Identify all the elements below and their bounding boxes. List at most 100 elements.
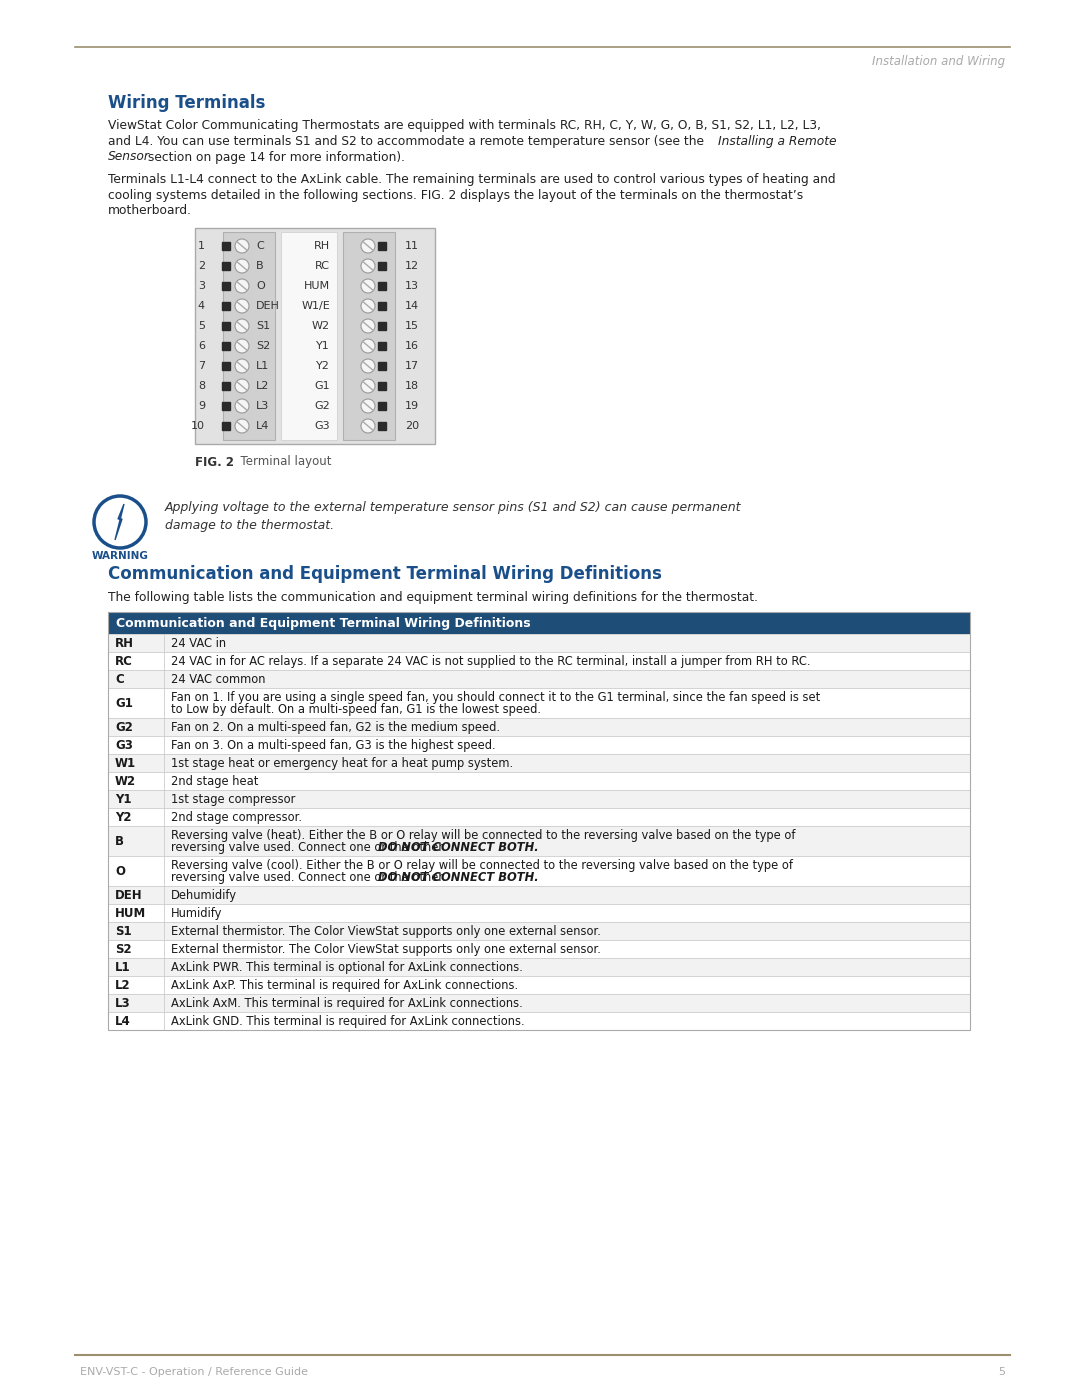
Text: G3: G3 bbox=[114, 739, 133, 752]
Text: 13: 13 bbox=[405, 281, 419, 291]
Text: S1: S1 bbox=[256, 321, 270, 331]
Text: Terminal layout: Terminal layout bbox=[233, 455, 332, 468]
Text: 4: 4 bbox=[198, 300, 205, 312]
Bar bbox=[108, 612, 970, 634]
Bar bbox=[222, 342, 230, 351]
Circle shape bbox=[235, 339, 249, 353]
Text: 2nd stage compressor.: 2nd stage compressor. bbox=[171, 812, 302, 824]
Bar bbox=[378, 321, 386, 330]
Text: reversing valve used. Connect one or the other.: reversing valve used. Connect one or the… bbox=[171, 872, 449, 884]
Text: AxLink AxM. This terminal is required for AxLink connections.: AxLink AxM. This terminal is required fo… bbox=[171, 997, 523, 1010]
Bar bbox=[378, 342, 386, 351]
Text: FIG. 2: FIG. 2 bbox=[195, 455, 234, 468]
Bar bbox=[108, 977, 970, 995]
Bar bbox=[108, 904, 970, 922]
Text: 12: 12 bbox=[405, 261, 419, 271]
Circle shape bbox=[361, 299, 375, 313]
Text: 11: 11 bbox=[405, 242, 419, 251]
Text: reversing valve used. Connect one or the other.: reversing valve used. Connect one or the… bbox=[171, 841, 449, 854]
Circle shape bbox=[361, 419, 375, 433]
Text: RH: RH bbox=[314, 242, 330, 251]
Text: RC: RC bbox=[315, 261, 330, 271]
Text: AxLink AxP. This terminal is required for AxLink connections.: AxLink AxP. This terminal is required fo… bbox=[171, 979, 518, 992]
Text: W2: W2 bbox=[312, 321, 330, 331]
Bar bbox=[222, 302, 230, 310]
Text: Y1: Y1 bbox=[114, 793, 132, 806]
Text: G3: G3 bbox=[314, 420, 330, 432]
Bar bbox=[108, 1011, 970, 1030]
Text: 6: 6 bbox=[198, 341, 205, 351]
Text: External thermistor. The Color ViewStat supports only one external sensor.: External thermistor. The Color ViewStat … bbox=[171, 925, 600, 937]
Text: ViewStat Color Communicating Thermostats are equipped with terminals RC, RH, C, : ViewStat Color Communicating Thermostats… bbox=[108, 119, 821, 131]
Circle shape bbox=[235, 239, 249, 253]
Text: RC: RC bbox=[114, 655, 133, 668]
Text: 7: 7 bbox=[198, 360, 205, 372]
Text: W1/E: W1/E bbox=[301, 300, 330, 312]
Bar bbox=[222, 282, 230, 291]
Text: Sensor: Sensor bbox=[108, 151, 150, 163]
Text: 18: 18 bbox=[405, 381, 419, 391]
Text: W1: W1 bbox=[114, 757, 136, 770]
Circle shape bbox=[361, 239, 375, 253]
Text: Applying voltage to the external temperature sensor pins (S1 and S2) can cause p: Applying voltage to the external tempera… bbox=[165, 502, 742, 514]
Text: Installation and Wiring: Installation and Wiring bbox=[872, 56, 1005, 68]
Bar bbox=[108, 886, 970, 904]
Bar bbox=[108, 958, 970, 977]
Text: cooling systems detailed in the following sections. FIG. 2 displays the layout o: cooling systems detailed in the followin… bbox=[108, 189, 804, 201]
Text: and L4. You can use terminals S1 and S2 to accommodate a remote temperature sens: and L4. You can use terminals S1 and S2 … bbox=[108, 134, 707, 148]
Circle shape bbox=[361, 258, 375, 272]
Text: 1st stage heat or emergency heat for a heat pump system.: 1st stage heat or emergency heat for a h… bbox=[171, 757, 513, 770]
Bar bbox=[108, 826, 970, 856]
Circle shape bbox=[235, 359, 249, 373]
Bar bbox=[108, 807, 970, 826]
Text: W2: W2 bbox=[114, 775, 136, 788]
Text: 16: 16 bbox=[405, 341, 419, 351]
Text: External thermistor. The Color ViewStat supports only one external sensor.: External thermistor. The Color ViewStat … bbox=[171, 943, 600, 956]
Text: G1: G1 bbox=[114, 697, 133, 710]
Circle shape bbox=[361, 400, 375, 414]
Circle shape bbox=[361, 279, 375, 293]
Text: Communication and Equipment Terminal Wiring Definitions: Communication and Equipment Terminal Wir… bbox=[108, 564, 662, 583]
Text: HUM: HUM bbox=[114, 907, 146, 921]
Bar bbox=[222, 402, 230, 409]
Text: 8: 8 bbox=[198, 381, 205, 391]
Text: 24 VAC common: 24 VAC common bbox=[171, 673, 266, 686]
Bar bbox=[108, 940, 970, 958]
Text: DO NOT CONNECT BOTH.: DO NOT CONNECT BOTH. bbox=[378, 872, 539, 884]
Text: 24 VAC in: 24 VAC in bbox=[171, 637, 226, 650]
Text: Communication and Equipment Terminal Wiring Definitions: Communication and Equipment Terminal Wir… bbox=[116, 617, 530, 630]
Text: L4: L4 bbox=[256, 420, 269, 432]
Text: AxLink GND. This terminal is required for AxLink connections.: AxLink GND. This terminal is required fo… bbox=[171, 1016, 525, 1028]
Circle shape bbox=[235, 400, 249, 414]
Text: to Low by default. On a multi-speed fan, G1 is the lowest speed.: to Low by default. On a multi-speed fan,… bbox=[171, 703, 541, 717]
Text: 17: 17 bbox=[405, 360, 419, 372]
Circle shape bbox=[361, 319, 375, 332]
Bar bbox=[378, 263, 386, 270]
Text: ENV-VST-C - Operation / Reference Guide: ENV-VST-C - Operation / Reference Guide bbox=[80, 1368, 308, 1377]
Text: Reversing valve (cool). Either the B or O relay will be connected to the reversi: Reversing valve (cool). Either the B or … bbox=[171, 859, 793, 872]
Bar bbox=[222, 232, 275, 440]
Text: motherboard.: motherboard. bbox=[108, 204, 192, 218]
Text: damage to the thermostat.: damage to the thermostat. bbox=[165, 520, 334, 532]
Bar bbox=[108, 789, 970, 807]
Text: 5: 5 bbox=[198, 321, 205, 331]
Text: B: B bbox=[256, 261, 264, 271]
Text: 19: 19 bbox=[405, 401, 419, 411]
Text: O: O bbox=[114, 865, 125, 877]
Circle shape bbox=[235, 319, 249, 332]
Bar bbox=[378, 242, 386, 250]
Text: DEH: DEH bbox=[256, 300, 280, 312]
Text: B: B bbox=[114, 835, 124, 848]
Text: RH: RH bbox=[114, 637, 134, 650]
Text: L2: L2 bbox=[114, 979, 131, 992]
Bar bbox=[108, 718, 970, 736]
Bar bbox=[108, 773, 970, 789]
Text: Fan on 2. On a multi-speed fan, G2 is the medium speed.: Fan on 2. On a multi-speed fan, G2 is th… bbox=[171, 721, 500, 733]
Text: Y2: Y2 bbox=[114, 812, 132, 824]
Text: L3: L3 bbox=[256, 401, 269, 411]
Text: C: C bbox=[256, 242, 264, 251]
Bar bbox=[222, 263, 230, 270]
Text: AxLink PWR. This terminal is optional for AxLink connections.: AxLink PWR. This terminal is optional fo… bbox=[171, 961, 523, 974]
Text: G2: G2 bbox=[314, 401, 330, 411]
Bar bbox=[222, 381, 230, 390]
